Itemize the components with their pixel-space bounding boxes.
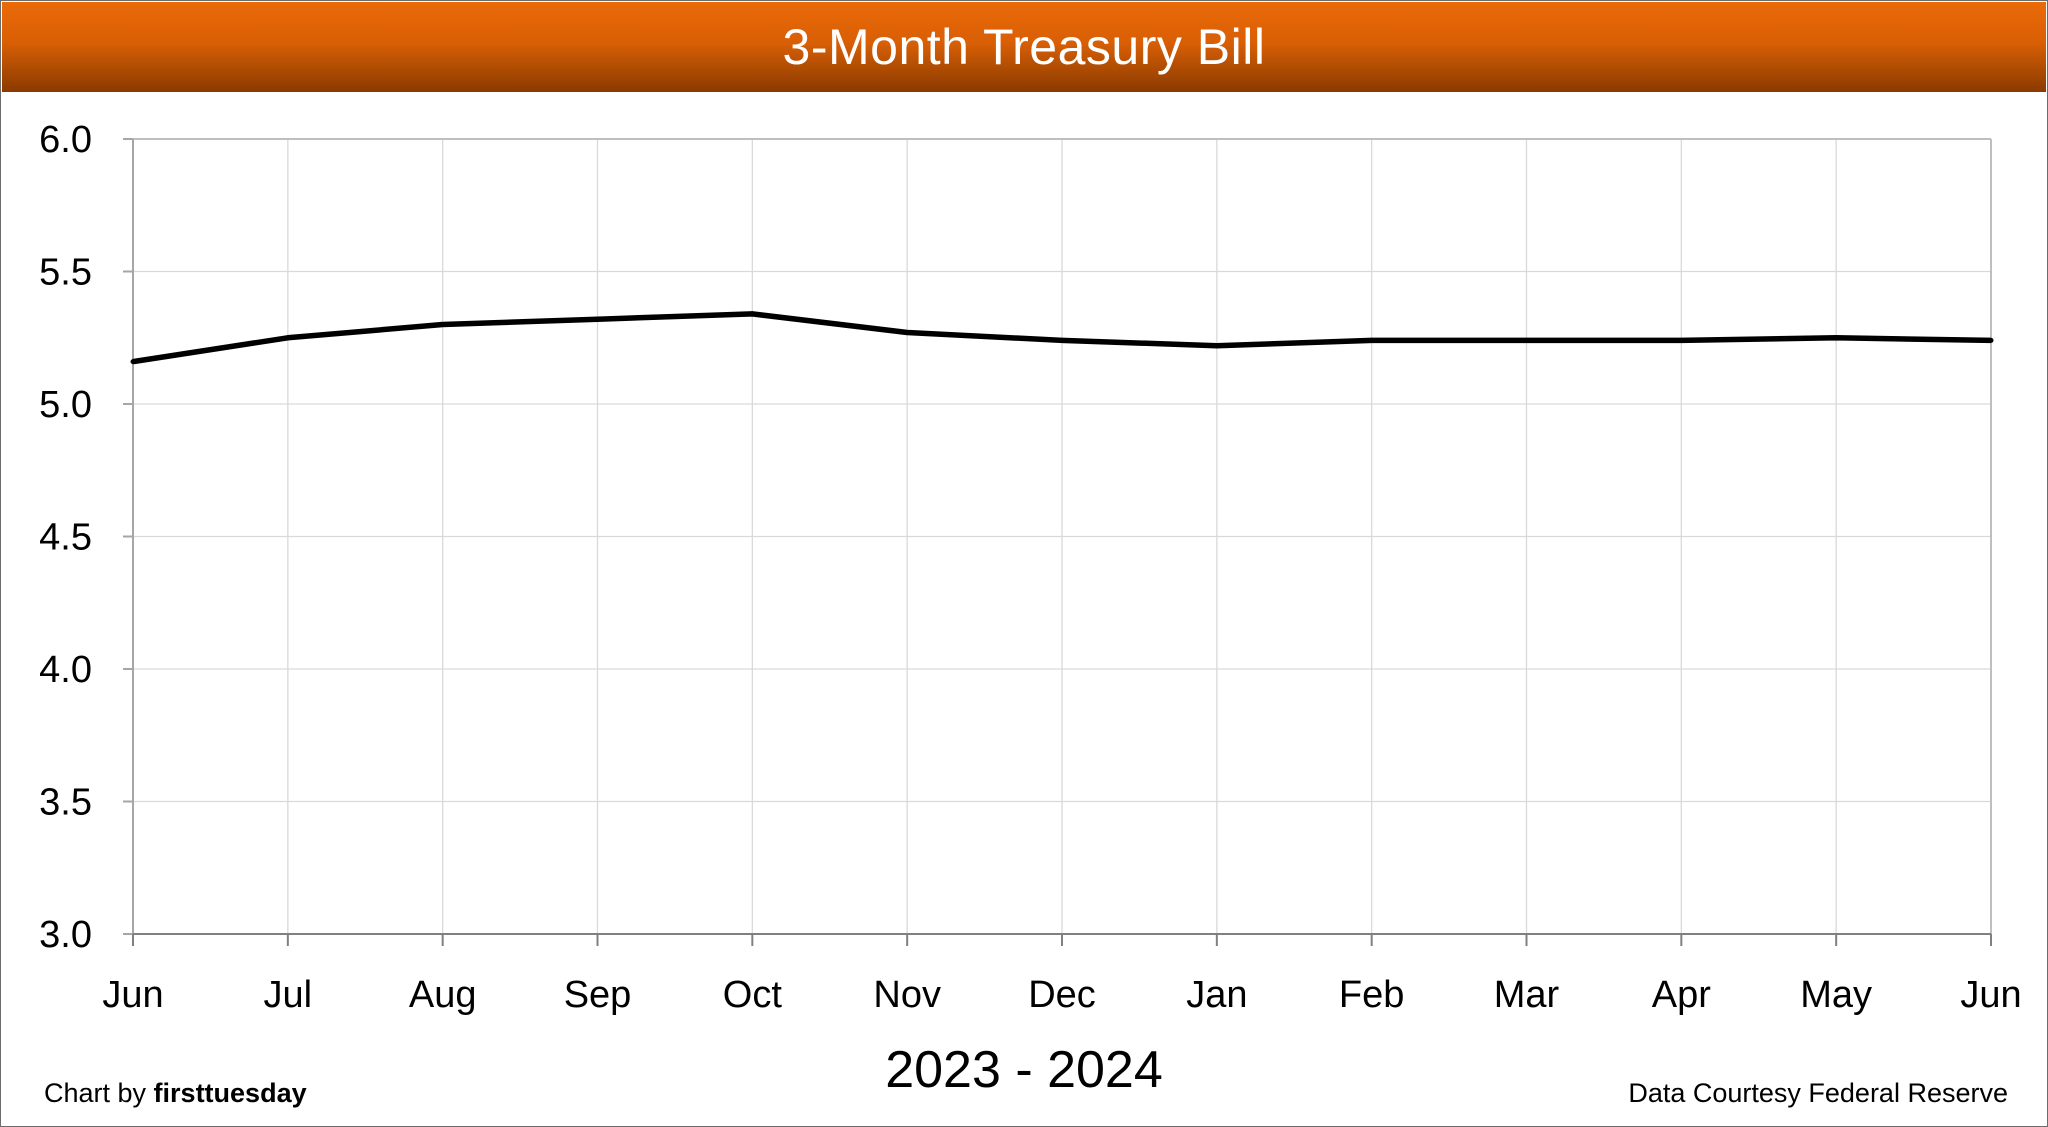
credit-prefix: Chart by — [44, 1078, 154, 1108]
x-axis-label: 2023 - 2024 — [885, 1041, 1163, 1099]
series-lines — [130, 311, 1994, 365]
data-point — [1524, 337, 1529, 343]
y-tick-labels: 3.0 3.5 4.0 4.5 5.0 5.5 6.0 — [39, 119, 92, 956]
x-tick-label: Nov — [873, 974, 941, 1016]
x-tick-label: Jun — [102, 974, 163, 1016]
data-point — [440, 322, 446, 327]
data-source: Data Courtesy Federal Reserve — [1628, 1078, 2008, 1108]
data-point — [1988, 337, 1994, 343]
gridlines — [133, 138, 1991, 934]
data-point — [285, 335, 291, 341]
data-point — [904, 329, 910, 335]
y-tick-label: 5.5 — [39, 252, 92, 294]
data-point — [1833, 335, 1839, 341]
data-point — [130, 359, 136, 365]
credit-brand: firsttuesday — [153, 1078, 307, 1108]
data-point — [1214, 343, 1220, 349]
chart-credit: Chart by firsttuesday — [44, 1078, 307, 1109]
data-point — [1059, 337, 1065, 343]
chart-title: 3-Month Treasury Bill — [782, 19, 1266, 75]
y-tick-label: 3.0 — [39, 914, 92, 956]
x-tick-label: May — [1800, 974, 1872, 1016]
x-tick-label: Jul — [264, 974, 313, 1016]
x-tick-label: Oct — [723, 974, 783, 1016]
x-tick-label: Mar — [1494, 974, 1560, 1016]
data-point — [595, 316, 600, 322]
data-point — [1369, 337, 1375, 343]
y-tick-label: 5.0 — [39, 384, 92, 426]
x-tick-label: Aug — [409, 974, 477, 1016]
x-tick-label: Feb — [1339, 974, 1404, 1016]
x-tick-label: Apr — [1652, 974, 1711, 1016]
data-point — [749, 311, 755, 317]
x-tick-label: Jun — [1960, 974, 2021, 1016]
x-tick-label: Sep — [564, 974, 632, 1016]
data-point — [1678, 337, 1684, 343]
x-tick-labels: Jun Jul Aug Sep Oct Nov Dec Jan Feb Mar Apr May Jun — [102, 974, 2021, 1016]
y-tick-label: 6.0 — [39, 119, 92, 161]
x-tick-label: Dec — [1028, 974, 1096, 1016]
y-tick-label: 4.0 — [39, 649, 92, 691]
x-tick-label: Jan — [1186, 974, 1247, 1016]
axes — [123, 138, 1992, 946]
y-tick-label: 3.5 — [39, 782, 92, 824]
title-bar: 3-Month Treasury Bill — [2, 2, 2046, 92]
y-tick-label: 4.5 — [39, 517, 92, 559]
